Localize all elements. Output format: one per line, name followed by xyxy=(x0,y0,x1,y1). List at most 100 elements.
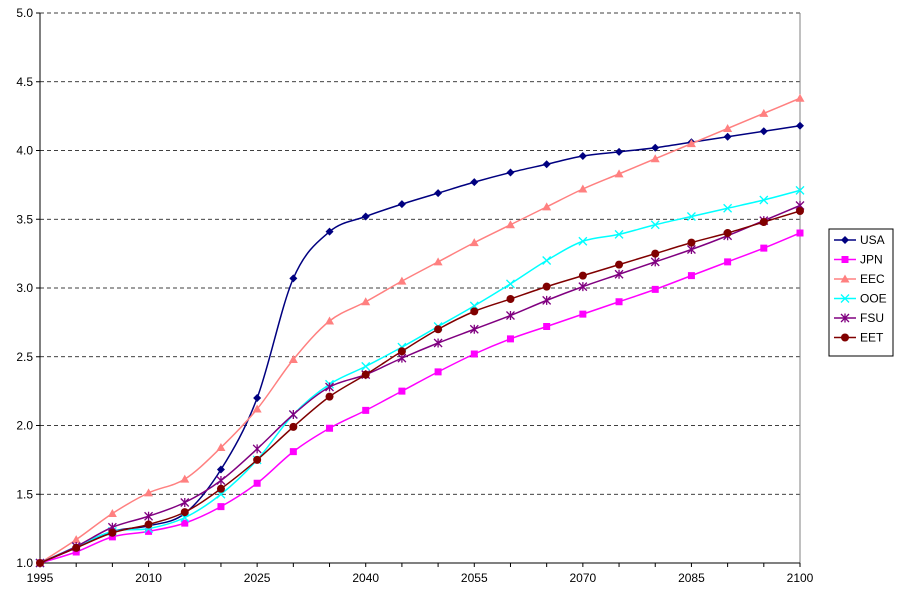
data-point-jpn xyxy=(579,310,587,318)
data-point-eec xyxy=(542,202,552,211)
series-line-eec xyxy=(39,97,801,564)
data-point-eec xyxy=(71,535,81,544)
data-point-fsu xyxy=(252,444,262,454)
y-tick-label: 3.5 xyxy=(16,212,33,226)
data-point-eet xyxy=(796,207,804,215)
legend-item-eec: EEC xyxy=(834,272,885,286)
data-point-eec xyxy=(433,257,443,266)
data-point-eet xyxy=(325,392,334,401)
data-point-eec xyxy=(469,238,479,247)
data-point-usa xyxy=(578,152,587,160)
data-point-eet xyxy=(361,370,370,379)
data-point-jpn xyxy=(434,368,442,376)
data-point-eet xyxy=(108,528,117,537)
legend-label-fsu: FSU xyxy=(860,311,884,325)
series-line-ooe xyxy=(39,189,801,564)
data-point-usa xyxy=(615,147,624,156)
data-point-usa xyxy=(796,121,804,130)
data-point-ooe xyxy=(686,212,696,221)
data-point-eet xyxy=(434,325,443,334)
data-point-jpn xyxy=(289,448,297,456)
data-point-eec xyxy=(686,139,696,148)
data-point-ooe xyxy=(361,361,371,371)
data-point-fsu xyxy=(614,269,624,279)
data-point-fsu xyxy=(288,410,298,419)
legend: USA JPN EEC OOE FSU EET xyxy=(828,228,894,357)
legend-marker-eec xyxy=(840,274,850,283)
data-point-usa xyxy=(651,143,660,152)
data-point-jpn xyxy=(543,323,551,330)
data-point-jpn xyxy=(72,548,80,556)
data-point-eec xyxy=(650,154,660,163)
y-tick-label: 5.0 xyxy=(16,6,33,20)
data-point-fsu xyxy=(144,511,154,521)
x-tick-label: 2040 xyxy=(352,571,379,585)
data-point-eet xyxy=(36,559,44,567)
data-point-eec xyxy=(107,509,117,517)
data-point-eec xyxy=(505,220,515,229)
data-point-usa xyxy=(325,227,334,236)
data-point-eec xyxy=(361,297,371,306)
data-point-jpn xyxy=(651,285,659,293)
legend-marker-eet xyxy=(841,333,849,342)
data-point-eec xyxy=(723,124,733,132)
data-point-jpn xyxy=(796,229,804,237)
data-point-eec xyxy=(216,443,226,451)
y-tick-label: 4.0 xyxy=(16,144,33,158)
legend-label-usa: USA xyxy=(860,233,885,247)
data-point-eec xyxy=(397,276,407,285)
data-point-eet xyxy=(216,484,225,493)
legend-label-eet: EET xyxy=(860,331,884,345)
data-point-usa xyxy=(723,132,732,141)
data-point-eec xyxy=(795,93,805,102)
data-point-eet xyxy=(180,508,189,517)
data-point-eet xyxy=(144,520,153,529)
data-point-ooe xyxy=(506,279,515,289)
data-point-eet xyxy=(578,271,587,280)
data-point-usa xyxy=(470,178,479,187)
data-point-eec xyxy=(759,108,769,117)
y-tick-label: 2.0 xyxy=(16,419,33,433)
data-point-eet xyxy=(506,295,515,303)
legend-item-eet: EET xyxy=(834,331,884,345)
data-point-jpn xyxy=(181,519,189,527)
legend-item-usa: USA xyxy=(834,233,885,247)
data-point-fsu xyxy=(506,311,515,320)
data-point-eet xyxy=(615,260,624,269)
legend-box xyxy=(828,228,894,357)
data-point-jpn xyxy=(615,298,623,306)
legend-item-ooe: OOE xyxy=(834,292,887,306)
data-point-usa xyxy=(434,189,443,198)
data-point-usa xyxy=(253,394,262,402)
data-point-ooe xyxy=(650,220,660,230)
data-point-eec xyxy=(614,169,624,178)
data-point-jpn xyxy=(470,350,478,358)
series-eec xyxy=(35,93,805,567)
x-tick-label: 2055 xyxy=(461,571,488,585)
y-tick-label: 1.5 xyxy=(16,487,33,501)
data-point-jpn xyxy=(724,258,732,266)
x-tick-label: 2070 xyxy=(570,571,597,585)
legend-marker-jpn xyxy=(841,256,849,263)
series-fsu xyxy=(35,201,805,568)
series-line-usa xyxy=(39,125,801,564)
legend-marker-usa xyxy=(841,236,849,244)
data-point-jpn xyxy=(326,424,334,432)
data-point-jpn xyxy=(217,503,225,511)
y-tick-label: 2.5 xyxy=(16,350,33,364)
series-line-jpn xyxy=(39,232,801,564)
data-point-jpn xyxy=(108,533,116,541)
data-point-jpn xyxy=(145,527,153,535)
data-point-fsu xyxy=(180,498,190,507)
data-point-ooe xyxy=(723,203,733,213)
data-point-fsu xyxy=(578,282,588,292)
tick-labels: 1.0 1.5 2.0 2.5 3.0 3.5 4.0 4.5 5.0 1995 2010 2025 2… xyxy=(16,6,813,585)
y-tick-label: 1.0 xyxy=(16,556,33,570)
data-point-eet xyxy=(651,249,660,258)
data-point-fsu xyxy=(650,257,660,267)
data-point-eet xyxy=(397,347,406,356)
data-point-eet xyxy=(470,307,479,316)
y-tick-label: 4.5 xyxy=(16,75,33,89)
